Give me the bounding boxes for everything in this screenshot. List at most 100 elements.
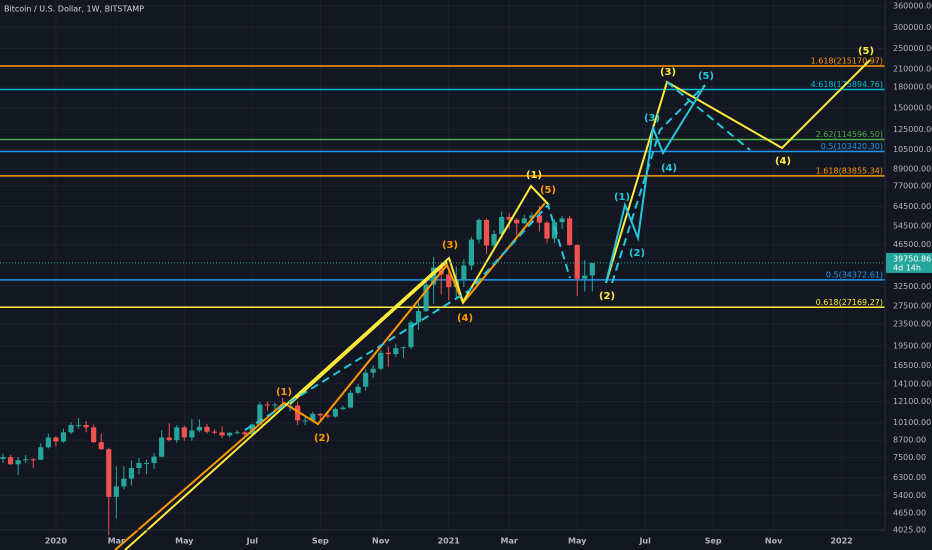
candle-body — [408, 322, 414, 348]
chart-title: Bitcoin / U.S. Dollar, 1W, BITSTAMP — [4, 5, 144, 14]
y-tick-label: 360000.00 — [893, 1, 932, 10]
candle-body — [325, 415, 331, 417]
wave-label: (5) — [540, 185, 556, 196]
fib-level-label: 0.618(27169.27) — [816, 298, 883, 307]
y-tick-label: 150000.00 — [893, 104, 932, 113]
y-tick-label: 250000.00 — [893, 44, 932, 53]
y-tick-label: 27500.00 — [893, 301, 931, 310]
y-tick-label: 4025.00 — [893, 525, 926, 534]
wave-label: (1) — [276, 387, 292, 398]
fib-level-label: 0.5(103420.30) — [821, 142, 883, 151]
x-tick-label: Jul — [246, 537, 259, 546]
wave-label: (4) — [775, 156, 791, 167]
y-tick-label: 19500.00 — [893, 341, 931, 350]
candle-body — [83, 425, 89, 428]
wave-label: (3) — [660, 67, 676, 78]
wave-label: (3) — [442, 240, 458, 251]
candle-body — [0, 457, 6, 459]
wave-label: (1) — [614, 192, 630, 203]
x-tick-label: Sep — [312, 537, 329, 546]
y-tick-label: 77000.00 — [893, 181, 931, 190]
candle-body — [234, 432, 240, 434]
candle-body — [68, 425, 74, 433]
candle-body — [136, 462, 142, 468]
candle-body — [242, 432, 248, 435]
y-tick-label: 16500.00 — [893, 361, 931, 370]
candle-body — [211, 431, 218, 433]
wave-drawings — [114, 59, 871, 550]
candle-body — [302, 420, 308, 422]
y-tick-label: 8700.00 — [893, 436, 926, 445]
candle-body — [544, 222, 550, 239]
candle-body — [431, 267, 437, 285]
y-tick-label: 300000.00 — [893, 23, 932, 32]
candle-body — [400, 347, 407, 349]
candle-body — [204, 426, 210, 432]
candle-body — [189, 430, 195, 438]
candle-body — [143, 462, 150, 464]
candle-body — [75, 425, 82, 427]
fib-level-label: 0.5(34372.61) — [826, 270, 883, 279]
candle-body — [30, 459, 36, 461]
wave-label: (2) — [599, 291, 615, 302]
candle-body — [166, 437, 172, 441]
cyan-dashed-3 — [666, 81, 751, 151]
wave-label: (5) — [698, 71, 714, 82]
candle-body — [7, 457, 14, 465]
x-tick-label: Nov — [765, 537, 783, 546]
candle-body — [567, 218, 573, 245]
last-price: 39750.86 — [893, 254, 931, 263]
x-tick-label: Mar — [501, 537, 518, 546]
y-tick-label: 210000.00 — [893, 64, 932, 73]
wave-label: (3) — [644, 113, 660, 124]
candle-body — [589, 262, 595, 276]
candle-body — [310, 413, 316, 421]
wave-label: (2) — [629, 248, 645, 259]
candles — [0, 205, 595, 536]
candle-body — [476, 219, 482, 240]
y-tick-label: 14100.00 — [893, 379, 931, 388]
levels: 1.618(215170.97)4.618(175894.76)2.62(114… — [0, 57, 885, 309]
candle-body — [446, 274, 452, 288]
y-tick-label: 12100.00 — [893, 397, 931, 406]
cyan-wave — [605, 84, 706, 284]
candle-body — [227, 432, 233, 436]
candle-body — [536, 215, 543, 223]
candle-body — [415, 311, 422, 323]
candle-body — [551, 222, 558, 239]
candle-body — [272, 404, 278, 406]
candle-body — [181, 427, 187, 438]
candle-body — [38, 447, 44, 460]
candle-body — [355, 386, 361, 393]
candle-body — [113, 486, 119, 497]
y-tick-label: 10100.00 — [893, 418, 931, 427]
x-tick-label: May — [568, 537, 587, 546]
x-tick-label: 2020 — [45, 537, 68, 546]
y-tick-label: 105000.00 — [893, 145, 932, 154]
x-tick-label: Mar — [108, 537, 125, 546]
y-tick-label: 4650.00 — [893, 509, 926, 518]
yellow-wave-2 — [289, 261, 448, 405]
yellow-wave — [124, 184, 550, 550]
candle-body — [151, 456, 157, 463]
candle-body — [91, 427, 97, 443]
wave-label: (4) — [661, 163, 677, 174]
last-price-box — [886, 252, 932, 273]
candle-body — [121, 478, 127, 487]
grid — [0, 0, 885, 531]
price-axis — [885, 0, 932, 550]
fib-level-label: 1.618(83855.34) — [816, 166, 883, 175]
candle-body — [15, 460, 21, 465]
y-tick-label: 54500.00 — [893, 222, 931, 231]
candle-body — [106, 449, 112, 497]
candle-body — [363, 372, 369, 387]
candle-body — [264, 404, 271, 406]
y-tick-label: 32500.00 — [893, 282, 931, 291]
candle-body — [468, 239, 475, 266]
fib-level-label: 2.62(114596.50) — [816, 130, 883, 139]
candle-body — [340, 407, 346, 410]
y-tick-label: 64500.00 — [893, 202, 931, 211]
wave-label: (4) — [457, 313, 473, 324]
x-tick-label: Jul — [638, 537, 651, 546]
